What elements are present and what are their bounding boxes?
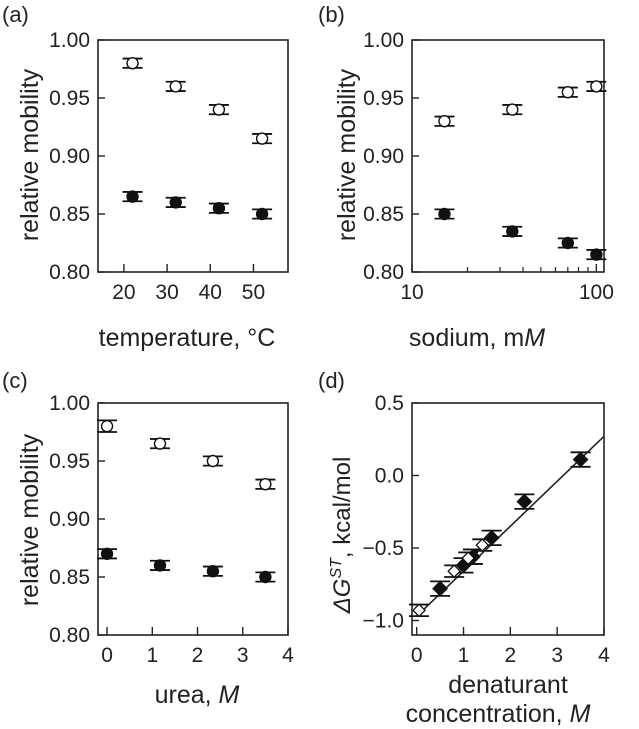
point-a-s1-p2 bbox=[212, 201, 226, 215]
xlabel-a: temperature, °C bbox=[99, 324, 276, 352]
ytick-label-d-2: 0.0 bbox=[375, 465, 404, 488]
point-d-s0-p3 bbox=[483, 529, 500, 546]
xtick-label-b-1: 100 bbox=[579, 281, 614, 304]
ytick-label-c-0: 0.80 bbox=[49, 624, 90, 647]
ytick-label-c-2: 0.90 bbox=[49, 508, 90, 531]
point-c-s1-p0 bbox=[100, 547, 114, 560]
xtick-label-c-2: 2 bbox=[192, 644, 204, 667]
point-a-s1-p1 bbox=[169, 196, 182, 209]
ytick-label-c-3: 0.95 bbox=[49, 450, 90, 473]
point-b-s0-p0 bbox=[438, 114, 451, 128]
ytick-label-c-1: 0.85 bbox=[49, 566, 90, 589]
panel-label-a: (a) bbox=[2, 2, 29, 27]
point-a-s0-p3 bbox=[255, 132, 269, 145]
point-d-s1-p0 bbox=[412, 603, 426, 618]
point-b-s0-p3 bbox=[590, 80, 603, 93]
xtick-label-c-3: 3 bbox=[237, 644, 249, 667]
xtick-label-d-4: 4 bbox=[598, 644, 610, 667]
xtick-label-a-3: 50 bbox=[242, 281, 265, 304]
plot-b: 0.80 0.85 0.90 0.95 1.00 10 100 bbox=[363, 29, 614, 304]
xtick-label-d-0: 0 bbox=[411, 644, 423, 667]
point-d-s1-p1 bbox=[447, 564, 462, 579]
ytick-label-b-0: 0.80 bbox=[363, 261, 404, 284]
plot-frame-c bbox=[97, 402, 289, 636]
xlabel-c: urea, M bbox=[155, 681, 240, 709]
plot-a: 0.80 0.85 0.90 0.95 1.00 20 30 40 50 bbox=[49, 29, 289, 304]
xlabel-d-line2: concentration, M bbox=[406, 700, 591, 728]
panel-label-d: (d) bbox=[318, 368, 345, 393]
plot-d: −1.0 −0.5 0.0 0.5 0 1 2 3 4 bbox=[363, 392, 611, 667]
point-b-s1-p1 bbox=[506, 225, 519, 238]
plot-frame-a bbox=[97, 39, 289, 273]
point-d-s0-p5 bbox=[572, 451, 589, 468]
point-a-s0-p2 bbox=[212, 103, 226, 116]
xtick-label-c-1: 1 bbox=[146, 644, 158, 667]
point-c-s1-p2 bbox=[206, 565, 220, 578]
point-c-s1-p1 bbox=[153, 559, 167, 572]
ytick-label-b-4: 1.00 bbox=[363, 29, 404, 52]
ytick-label-b-3: 0.95 bbox=[363, 87, 404, 110]
ylabel-c: relative mobility bbox=[16, 433, 44, 606]
point-a-s0-p1 bbox=[169, 80, 182, 93]
plot-frame-d bbox=[411, 402, 605, 636]
xtick-label-c-0: 0 bbox=[101, 644, 113, 667]
panel-label-b: (b) bbox=[318, 2, 345, 27]
ylabel-d: ΔGST, kcal/mol bbox=[328, 457, 356, 615]
panel-label-c: (c) bbox=[2, 368, 28, 393]
ytick-label-a-3: 0.95 bbox=[49, 87, 90, 110]
xtick-label-a-2: 40 bbox=[199, 281, 222, 304]
ytick-label-d-1: −0.5 bbox=[363, 537, 404, 560]
plot-c: 0.80 0.85 0.90 0.95 1.00 0 1 2 3 4 bbox=[49, 392, 294, 667]
xtick-label-d-1: 1 bbox=[458, 644, 470, 667]
point-d-s0-p0 bbox=[432, 580, 449, 597]
point-c-s1-p3 bbox=[259, 570, 272, 584]
ytick-label-b-1: 0.85 bbox=[363, 203, 404, 226]
ytick-label-a-4: 1.00 bbox=[49, 29, 90, 52]
xtick-label-a-1: 30 bbox=[155, 281, 178, 304]
point-c-s0-p0 bbox=[100, 420, 114, 433]
xtick-label-d-2: 2 bbox=[504, 644, 516, 667]
xlabel-b: sodium, mM bbox=[409, 324, 545, 352]
point-b-s1-p3 bbox=[590, 248, 603, 261]
point-b-s0-p1 bbox=[506, 103, 519, 116]
point-c-s0-p3 bbox=[259, 478, 272, 491]
ytick-label-a-2: 0.90 bbox=[49, 145, 90, 168]
ytick-label-b-2: 0.90 bbox=[363, 145, 404, 168]
ytick-label-c-4: 1.00 bbox=[49, 392, 90, 415]
xtick-label-a-0: 20 bbox=[112, 281, 135, 304]
xtick-label-c-4: 4 bbox=[282, 644, 294, 667]
ytick-label-a-1: 0.85 bbox=[49, 203, 90, 226]
xlabel-d-line1: denaturant bbox=[448, 671, 568, 699]
point-a-s1-p0 bbox=[126, 190, 139, 203]
xtick-label-d-3: 3 bbox=[551, 644, 563, 667]
ylabel-b: relative mobility bbox=[333, 68, 361, 241]
plot-frame-b bbox=[411, 39, 605, 273]
point-a-s0-p0 bbox=[126, 57, 139, 70]
point-d-s0-p4 bbox=[516, 493, 533, 510]
ytick-label-d-0: −1.0 bbox=[363, 610, 404, 633]
point-d-s1-p2 bbox=[461, 551, 476, 566]
point-b-s0-p2 bbox=[561, 85, 575, 99]
ylabel-a: relative mobility bbox=[16, 68, 44, 241]
point-d-s1-p3 bbox=[475, 538, 490, 553]
point-b-s1-p0 bbox=[438, 207, 451, 221]
ytick-label-a-0: 0.80 bbox=[49, 261, 90, 284]
point-c-s0-p1 bbox=[153, 437, 167, 450]
xtick-label-b-0: 10 bbox=[400, 281, 423, 304]
point-a-s1-p3 bbox=[255, 207, 269, 221]
ytick-label-d-3: 0.5 bbox=[375, 392, 404, 415]
point-c-s0-p2 bbox=[206, 454, 220, 468]
point-b-s1-p2 bbox=[561, 236, 575, 250]
